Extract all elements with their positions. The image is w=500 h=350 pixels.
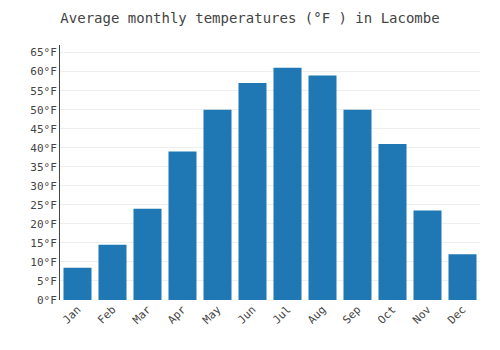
svg-text:45°F: 45°F [30, 123, 57, 136]
svg-text:5°F: 5°F [37, 275, 57, 288]
svg-text:50°F: 50°F [30, 104, 57, 117]
svg-text:Sep: Sep [340, 303, 363, 326]
svg-text:60°F: 60°F [30, 65, 57, 78]
svg-text:25°F: 25°F [30, 199, 57, 212]
svg-text:40°F: 40°F [30, 142, 57, 155]
svg-text:0°F: 0°F [37, 294, 57, 307]
svg-text:35°F: 35°F [30, 161, 57, 174]
svg-text:55°F: 55°F [30, 85, 57, 98]
svg-text:Jun: Jun [235, 303, 258, 326]
svg-text:Dec: Dec [445, 303, 468, 326]
svg-text:20°F: 20°F [30, 218, 57, 231]
svg-text:Jul: Jul [270, 303, 293, 326]
svg-text:May: May [200, 303, 224, 327]
svg-text:Nov: Nov [410, 303, 434, 327]
svg-text:65°F: 65°F [30, 46, 57, 59]
svg-text:Aug: Aug [305, 303, 328, 326]
svg-text:10°F: 10°F [30, 256, 57, 269]
svg-text:Average monthly temperatures (: Average monthly temperatures (°F ) in La… [60, 10, 439, 26]
svg-text:Apr: Apr [165, 303, 189, 327]
svg-text:Jan: Jan [60, 303, 83, 326]
svg-text:Oct: Oct [375, 303, 398, 326]
svg-text:30°F: 30°F [30, 180, 57, 193]
svg-text:Mar: Mar [130, 303, 154, 327]
svg-text:15°F: 15°F [30, 237, 57, 250]
svg-text:Feb: Feb [95, 303, 118, 326]
